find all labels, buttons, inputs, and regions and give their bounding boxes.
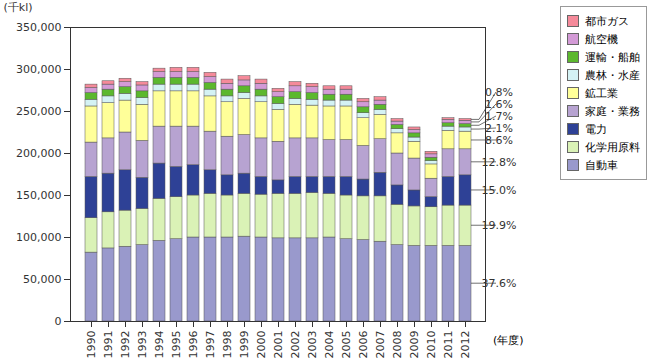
- svg-text:2.1%: 2.1%: [485, 122, 513, 135]
- svg-text:250,000: 250,000: [16, 105, 62, 118]
- svg-text:1996: 1996: [187, 331, 200, 359]
- svg-text:2011: 2011: [442, 331, 455, 359]
- html-text:運輸・船舶: 運輸・船舶: [585, 50, 640, 64]
- svg-text:1.6%: 1.6%: [485, 98, 513, 111]
- svg-text:100,000: 100,000: [16, 231, 62, 244]
- html-text:自動車: 自動車: [585, 158, 618, 172]
- svg-text:12.8%: 12.8%: [482, 156, 517, 169]
- svg-text:2004: 2004: [323, 331, 336, 359]
- svg-text:2000: 2000: [255, 331, 268, 359]
- svg-text:1990: 1990: [85, 331, 98, 359]
- svg-text:0.8%: 0.8%: [485, 86, 513, 99]
- svg-text:1999: 1999: [238, 331, 251, 359]
- svg-text:8.6%: 8.6%: [485, 134, 513, 147]
- svg-text:2003: 2003: [306, 331, 319, 359]
- svg-text:1992: 1992: [119, 331, 132, 359]
- svg-text:1991: 1991: [102, 331, 115, 359]
- svg-text:2001: 2001: [272, 331, 285, 359]
- svg-text:2008: 2008: [391, 331, 404, 359]
- svg-text:19.9%: 19.9%: [482, 219, 517, 232]
- svg-text:50,000: 50,000: [23, 273, 62, 286]
- html-text:(年度): (年度): [493, 334, 524, 347]
- svg-text:1998: 1998: [221, 331, 234, 359]
- svg-text:15.0%: 15.0%: [482, 184, 517, 197]
- svg-text:1994: 1994: [153, 331, 166, 359]
- svg-text:300,000: 300,000: [16, 63, 62, 76]
- svg-text:1995: 1995: [170, 331, 183, 359]
- html-text:農林・水産: 農林・水産: [585, 68, 640, 82]
- svg-text:2010: 2010: [425, 331, 438, 359]
- html-text:鉱工業: 鉱工業: [585, 86, 618, 100]
- svg-text:0: 0: [55, 315, 62, 328]
- html-text:都市ガス: 都市ガス: [585, 14, 629, 28]
- html-text:電力: 電力: [585, 122, 607, 136]
- svg-text:37.6%: 37.6%: [482, 277, 517, 290]
- svg-text:2009: 2009: [408, 331, 421, 359]
- svg-text:350,000: 350,000: [16, 21, 62, 34]
- svg-text:2006: 2006: [357, 331, 370, 359]
- svg-text:2007: 2007: [374, 331, 387, 359]
- svg-text:1993: 1993: [136, 331, 149, 359]
- svg-text:200,000: 200,000: [16, 147, 62, 160]
- svg-text:1997: 1997: [204, 331, 217, 359]
- svg-text:2012: 2012: [459, 331, 472, 359]
- svg-text:2005: 2005: [340, 331, 353, 359]
- svg-text:2002: 2002: [289, 331, 302, 359]
- svg-text:(千kl): (千kl): [4, 1, 33, 14]
- html-text:家庭・業務: 家庭・業務: [585, 104, 640, 118]
- svg-text:1.7%: 1.7%: [485, 110, 513, 123]
- html-text:航空機: 航空機: [585, 32, 618, 46]
- svg-text:150,000: 150,000: [16, 189, 62, 202]
- html-text:化学用原料: 化学用原料: [585, 140, 640, 154]
